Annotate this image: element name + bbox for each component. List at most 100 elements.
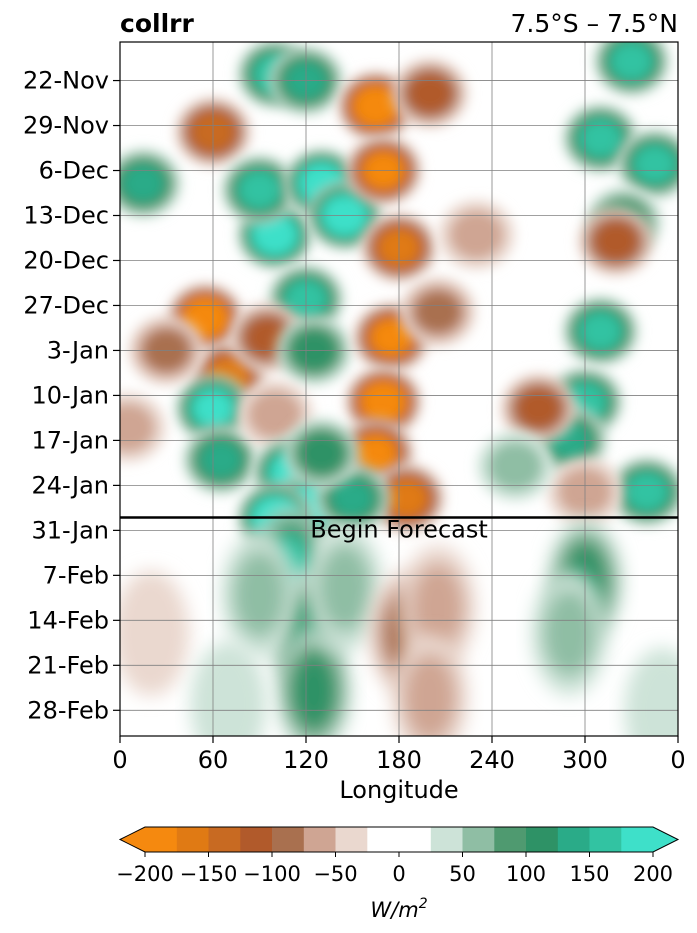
forecast-label: Begin Forecast (310, 516, 488, 544)
anomaly-blob (392, 58, 468, 129)
contour-level (580, 313, 621, 349)
contour-level (410, 563, 465, 652)
anomaly-blob (120, 148, 182, 219)
colorbar-segment (367, 827, 432, 852)
y-tick-label: 27-Dec (23, 291, 109, 319)
anomaly-blob (221, 532, 298, 658)
contour-level (186, 301, 225, 335)
y-tick-label: 10-Jan (31, 381, 109, 409)
anomaly-blob (120, 392, 166, 463)
contour-level (542, 589, 597, 678)
x-tick-label: 60 (198, 746, 229, 774)
contour-level (517, 389, 560, 428)
colorbar-tick-label: −100 (243, 862, 301, 886)
y-tick-label: 29-Nov (23, 112, 109, 140)
contour-level (317, 544, 372, 633)
colorbar-tick-label: 150 (569, 862, 609, 886)
contour-level (408, 74, 452, 113)
contour-level (256, 218, 294, 252)
contour-level (300, 434, 343, 473)
contour-level (120, 403, 155, 452)
contour-level (449, 210, 504, 260)
x-tick-label: 240 (469, 746, 515, 774)
colorbar-segment (494, 827, 527, 852)
anomaly-blob (477, 431, 554, 501)
x-tick-label: 0 (670, 746, 685, 774)
anomaly-blob (221, 155, 298, 225)
anomaly-blob (182, 425, 259, 495)
colorbar-segment (335, 827, 368, 852)
y-tick-label: 22-Nov (23, 67, 109, 95)
colorbar: −200 −150 −100 −50 0 50 100 150 200 (116, 826, 680, 886)
contour-level (122, 165, 164, 202)
colorbar-label: W/m2 (370, 896, 427, 922)
contour-level (580, 120, 621, 156)
x-tick-label: 120 (283, 746, 329, 774)
anomaly-blob (167, 283, 244, 353)
anomaly-blob (531, 570, 608, 696)
contour-level (332, 480, 373, 517)
y-tick-label: 3-Jan (47, 336, 109, 364)
chart-title-right: 7.5°S – 7.5°N (511, 9, 678, 38)
y-tick-label: 24-Jan (31, 471, 109, 499)
anomaly-blob (368, 463, 445, 533)
colorbar-tick-label: −50 (313, 862, 357, 886)
x-axis-label: Longitude (339, 776, 458, 804)
colorbar-tick-label: 0 (392, 862, 405, 886)
contour-level (239, 172, 280, 208)
y-tick-label: 21-Feb (27, 651, 109, 679)
anomaly-blob (120, 570, 189, 696)
contour-level (364, 385, 403, 419)
colorbar-segment (462, 827, 495, 852)
y-tick-label: 31-Jan (31, 516, 109, 544)
x-tick-label: 0 (112, 746, 127, 774)
anomaly-blob (345, 367, 422, 437)
x-tick-label: 180 (376, 746, 422, 774)
anomaly-blob (275, 628, 352, 736)
anomaly-blob (399, 277, 476, 347)
colorbar-tick-label: −200 (116, 862, 174, 886)
anomaly-blob (609, 457, 678, 527)
anomaly-blob (438, 200, 515, 270)
colorbar-segment (240, 827, 273, 852)
contour-level (356, 436, 395, 471)
colorbar-extend-low (120, 827, 145, 852)
anomaly-blob (593, 42, 670, 96)
contour-level (488, 441, 543, 491)
x-axis: 0 60 120 180 240 300 0 (112, 736, 686, 774)
colorbar-tick-label: 50 (449, 862, 476, 886)
y-tick-label: 14-Feb (27, 606, 109, 634)
colorbar-label-exponent: 2 (419, 896, 428, 912)
colorbar-segment (272, 827, 305, 852)
contour-level (414, 290, 462, 333)
anomaly-blob (283, 418, 360, 488)
contour-level (387, 480, 427, 516)
anomaly-blob (392, 634, 468, 736)
colorbar-segment (621, 827, 654, 852)
colorbar-segment (208, 827, 241, 852)
contour-level (357, 89, 395, 124)
contour-level (594, 221, 638, 261)
x-tick-label: 300 (562, 746, 608, 774)
contour-level (611, 43, 652, 79)
colorbar-tick-label: −150 (180, 862, 238, 886)
colorbar-tick-label: 200 (633, 862, 673, 886)
y-axis: 22-Nov 29-Nov 6-Dec 13-Dec 20-Dec 27-Dec 3-Jan… (23, 67, 120, 724)
plot-area (120, 42, 678, 736)
anomaly-blob (306, 525, 383, 651)
colorbar-tick-label: 100 (506, 862, 546, 886)
colorbar-segment (430, 827, 464, 852)
contour-level (200, 441, 242, 478)
contour-level (120, 570, 189, 696)
y-tick-label: 7-Feb (43, 561, 109, 589)
anomaly-blob (624, 647, 678, 736)
contour-level (372, 320, 411, 355)
anomaly-blob (616, 129, 678, 199)
anomaly-blob (500, 373, 577, 443)
y-tick-label: 28-Feb (27, 696, 109, 724)
contour-level (627, 474, 667, 510)
anomaly-blob (578, 206, 654, 276)
contour-level (248, 390, 302, 440)
y-tick-label: 17-Jan (31, 426, 109, 454)
